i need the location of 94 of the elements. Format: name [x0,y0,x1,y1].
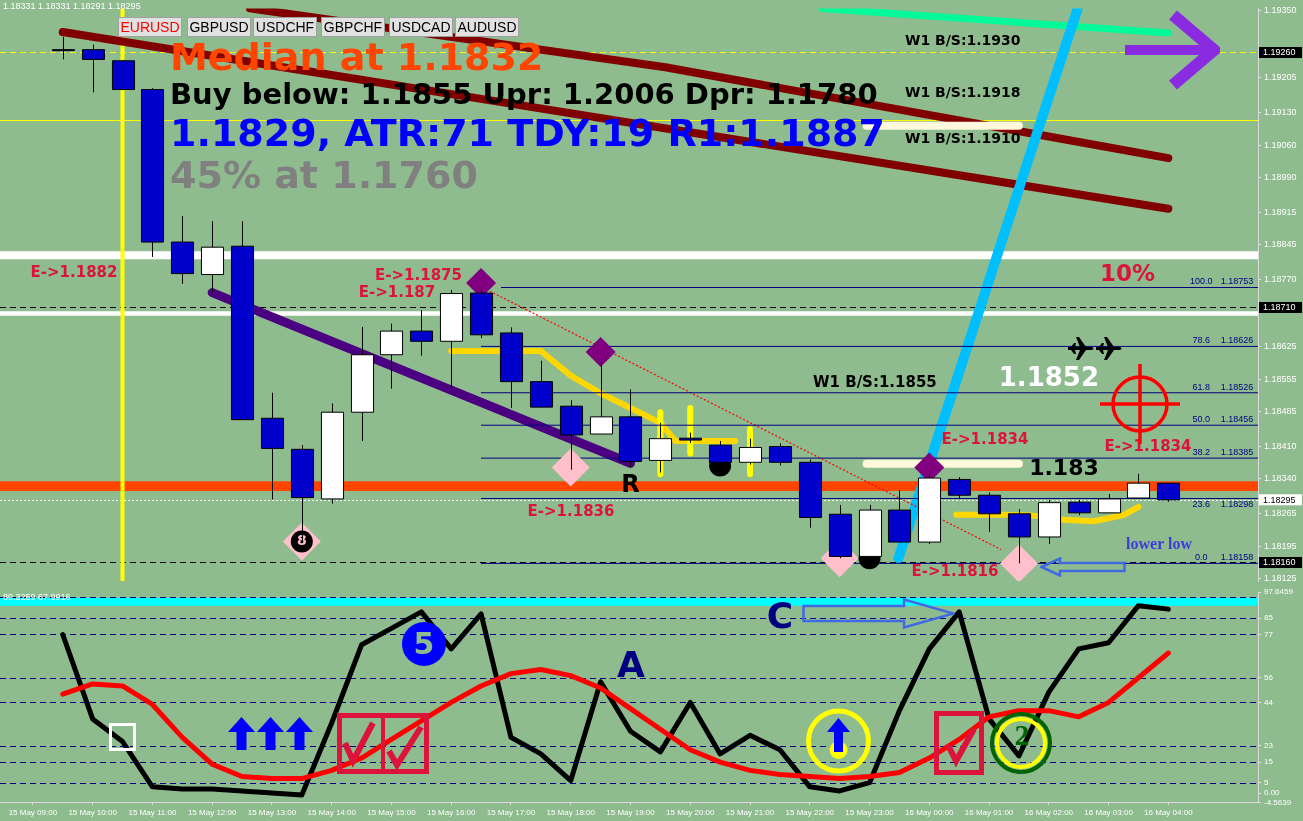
x-tick-label: 16 May 00:00 [905,808,955,818]
symbol-tab[interactable]: GBPUSD [187,17,251,37]
candlestick [768,442,793,467]
y-tick-label: 1.18915 [1264,206,1297,217]
y-tick-label: 5 [1264,777,1269,787]
symbol-tab[interactable]: GBPCHF [321,17,385,37]
x-tick-label: 16 May 02:00 [1024,808,1074,818]
x-tick-label: 15 May 17:00 [486,808,536,818]
x-tick-label: 15 May 19:00 [606,808,656,818]
annotation: 1.183 [1029,454,1099,480]
ref-line-label: 1.18295 [1263,494,1296,505]
annotation: E->1.1875 [375,265,462,284]
x-tick-label: 15 May 14:00 [307,808,357,818]
annotation: 2 [1013,718,1031,751]
annotation: E->1.1816 [911,561,999,580]
annotation: 89.3259 67.9916 [3,592,71,602]
annotation: W1 B/S:1.1930 [905,32,1021,48]
annotation: 1.18158 [1220,552,1254,563]
y-tick-label: 23 [1264,740,1274,750]
x-tick-label: 15 May 10:00 [68,808,118,818]
x-tick-label: 15 May 11:00 [128,808,177,818]
x-tick-label: 15 May 22:00 [785,808,835,818]
annotation: E->1.1836 [527,501,615,520]
annotation: E->1.1834 [1104,436,1192,455]
x-tick-label: 15 May 15:00 [367,808,417,818]
annotation: C [766,595,794,637]
x-tick-label: 15 May 16:00 [426,808,476,818]
y-tick-label: 1.19130 [1264,107,1297,118]
annotation: lower low [1126,535,1193,553]
ref-line-label: 1.18160 [1263,557,1296,568]
y-tick-label: 1.19350 [1264,5,1297,16]
x-tick-label: 15 May 12:00 [187,808,237,818]
y-tick-label: 44 [1264,697,1274,707]
candlestick [947,476,972,500]
annotation: E->1.1834 [941,429,1029,448]
annotation: 5 [412,626,436,661]
x-tick-label: 15 May 09:00 [8,808,58,818]
annotation: 1.18456 [1220,414,1254,425]
y-tick-label: 1.18845 [1264,239,1297,250]
y-tick-label: 1.18265 [1264,508,1297,519]
annotation: 1.18753 [1220,276,1254,287]
y-tick-label: 1.18340 [1264,473,1297,484]
y-tick-label: 1.18195 [1264,540,1297,551]
y-tick-label: 1.18410 [1264,441,1297,452]
ref-line-label: 1.19260 [1263,47,1296,58]
annotation: W1 B/S:1.1855 [813,373,937,391]
y-tick-label: 97.6459 [1264,587,1294,597]
annotation: 61.8 [1192,381,1210,392]
annotation: W1 B/S:1.1918 [905,84,1021,100]
y-tick-label: 1.18770 [1264,274,1297,285]
y-tick-label: 1.18555 [1264,373,1297,384]
y-tick-label: 15 [1264,757,1274,767]
symbol-tab[interactable]: USDCAD [389,17,453,37]
x-tick-label: 15 May 18:00 [546,808,596,818]
annotation: 1.18626 [1220,335,1254,346]
x-tick-label: 16 May 04:00 [1144,808,1194,818]
annotation: 1.18298 [1220,499,1254,510]
symbol-tab[interactable]: USDCHF [253,17,317,37]
y-tick-label: 0.00 [1264,788,1281,798]
annotation: 23.6 [1192,499,1210,510]
x-tick-label: 16 May 03:00 [1084,808,1134,818]
annotation: 78.6 [1192,335,1210,346]
annotation: W1 B/S:1.1910 [905,130,1021,146]
y-tick-label: 1.18625 [1264,341,1297,352]
x-tick-label: 15 May 21:00 [725,808,775,818]
annotation: 1.18331 1.18331 1.18291 1.18295 [3,1,141,11]
ref-line-label: 1.18710 [1263,302,1296,313]
y-tick-label: 56 [1264,672,1274,682]
annotation: 10% [1100,260,1156,286]
annotation: E->1.1882 [30,262,118,281]
annotation: A [617,644,646,686]
x-tick-label: 15 May 20:00 [666,808,716,818]
y-tick-label: 1.18125 [1264,573,1297,584]
annotation: E->1.187 [358,282,436,301]
y-tick-label: -4.5639 [1264,797,1292,807]
candlestick [1007,508,1032,564]
annotation: 1.18385 [1220,447,1254,458]
annotation: 45% at 1.1760 [170,153,478,197]
y-tick-label: 1.19060 [1264,139,1297,150]
annotation: 38.2 [1192,447,1210,458]
annotation: 1.18526 [1220,381,1254,392]
annotation: 100.0 [1189,276,1213,287]
annotation: 1.1852 [998,361,1099,392]
y-tick-label: 1.18990 [1264,172,1297,183]
x-tick-label: 16 May 01:00 [964,808,1014,818]
annotation: 0.0 [1194,552,1208,563]
y-tick-label: 85 [1264,613,1274,623]
annotation: 50.0 [1192,414,1210,425]
x-tick-label: 15 May 13:00 [247,808,297,818]
symbol-tab[interactable]: AUDUSD [455,17,519,37]
y-tick-label: 77 [1264,629,1274,639]
y-tick-label: 1.19205 [1264,72,1297,83]
x-tick-label: 15 May 23:00 [845,808,895,818]
y-tick-label: 1.18485 [1264,406,1297,417]
